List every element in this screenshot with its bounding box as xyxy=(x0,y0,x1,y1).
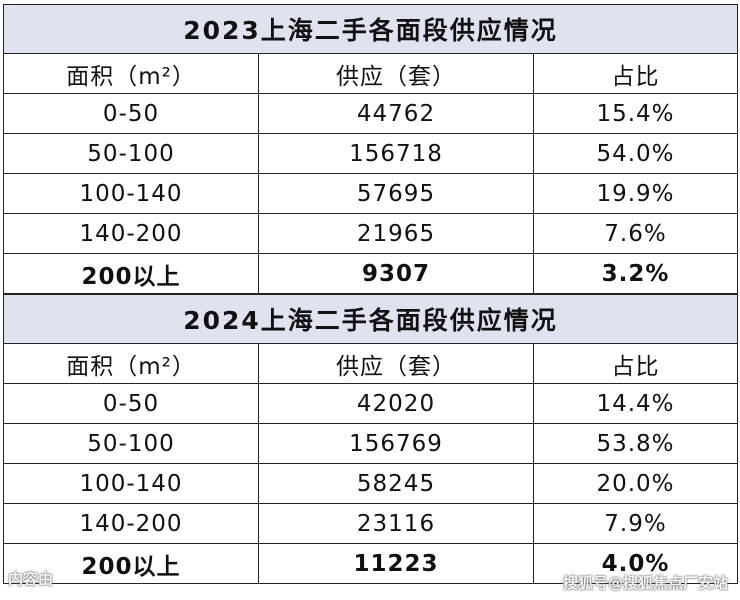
table-cell: 50-100 xyxy=(3,423,259,464)
table-cell: 9307 xyxy=(258,253,534,294)
watermark: 内容由 xyxy=(8,570,54,588)
data-table: 2024上海二手各面段供应情况 面积（m²） 供应（套） 占比 0-50 42020 14.… xyxy=(2,294,739,584)
table-cell: 57695 xyxy=(258,173,534,214)
table-row: 0-50 42020 14.4% xyxy=(3,383,739,424)
table-cell: 44762 xyxy=(258,93,534,134)
table-row: 0-50 44762 15.4% xyxy=(3,93,739,134)
table-cell: 0-50 xyxy=(3,383,259,424)
watermark: 搜狐号@搜狐焦点厂安站 xyxy=(562,574,728,592)
header-cell: 面积（m²） xyxy=(3,53,259,94)
table-cell: 100-140 xyxy=(3,173,259,214)
table-row: 100-140 58245 20.0% xyxy=(3,463,739,504)
title-row: 2024上海二手各面段供应情况 xyxy=(2,294,739,344)
header-cell: 占比 xyxy=(532,53,739,94)
table-title: 2023上海二手各面段供应情况 xyxy=(2,4,739,54)
table-cell: 23116 xyxy=(258,503,534,544)
table-cell: 4.0% xyxy=(532,543,739,584)
table-cell: 156718 xyxy=(258,133,534,174)
table-row: 50-100 156769 53.8% xyxy=(3,423,739,464)
table-cell: 200以上 xyxy=(3,543,259,584)
table-row: 140-200 23116 7.9% xyxy=(3,503,739,544)
table-cell: 14.4% xyxy=(532,383,739,424)
table-cell: 7.6% xyxy=(532,213,739,254)
title-row: 2023上海二手各面段供应情况 xyxy=(2,4,739,54)
table-cell: 156769 xyxy=(258,423,534,464)
table-cell: 58245 xyxy=(258,463,534,504)
table-cell: 3.2% xyxy=(532,253,739,294)
table-cell: 20.0% xyxy=(532,463,739,504)
table-cell: 21965 xyxy=(258,213,534,254)
table-cell: 140-200 xyxy=(3,213,259,254)
header-cell: 占比 xyxy=(532,343,739,384)
tables: 2023上海二手各面段供应情况 面积（m²） 供应（套） 占比 0-50 44762 15.… xyxy=(2,4,739,584)
table-row: 50-100 156718 54.0% xyxy=(3,133,739,174)
table-cell: 0-50 xyxy=(3,93,259,134)
table-cell: 200以上 xyxy=(3,253,259,294)
table-cell: 100-140 xyxy=(3,463,259,504)
header-cell: 供应（套） xyxy=(258,343,534,384)
header-cell: 面积（m²） xyxy=(3,343,259,384)
table-cell: 42020 xyxy=(258,383,534,424)
table-cell: 7.9% xyxy=(532,503,739,544)
table-cell: 50-100 xyxy=(3,133,259,174)
data-table: 2023上海二手各面段供应情况 面积（m²） 供应（套） 占比 0-50 44762 15.… xyxy=(2,4,739,294)
table-cell: 11223 xyxy=(258,543,534,584)
table-row: 140-200 21965 7.6% xyxy=(3,213,739,254)
table-cell: 54.0% xyxy=(532,133,739,174)
header-row: 面积（m²） 供应（套） 占比 xyxy=(3,343,739,384)
table-cell: 19.9% xyxy=(532,173,739,214)
table-cell: 140-200 xyxy=(3,503,259,544)
table-cell: 15.4% xyxy=(532,93,739,134)
table-cell: 53.8% xyxy=(532,423,739,464)
table-row: 200以上 11223 4.0% xyxy=(3,543,739,584)
header-cell: 供应（套） xyxy=(258,53,534,94)
table-row: 200以上 9307 3.2% xyxy=(3,253,739,294)
table-title: 2024上海二手各面段供应情况 xyxy=(2,294,739,344)
table-row: 100-140 57695 19.9% xyxy=(3,173,739,214)
header-row: 面积（m²） 供应（套） 占比 xyxy=(3,53,739,94)
